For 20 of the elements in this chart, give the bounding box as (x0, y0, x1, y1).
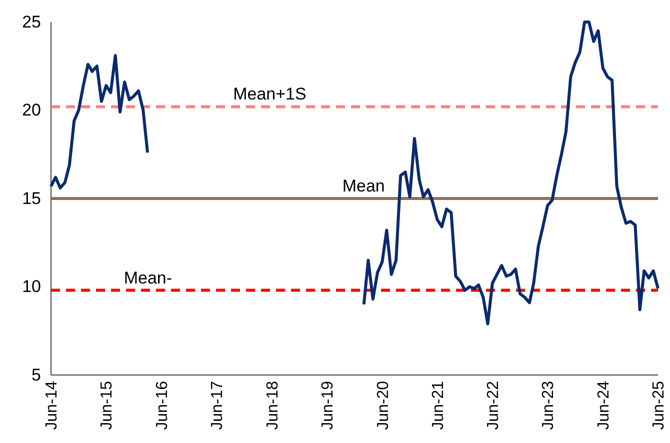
x-tick-label: Jun-17 (209, 380, 226, 430)
x-tick-label: Jun-25 (650, 380, 668, 430)
ref-line-label: Mean- (124, 268, 172, 288)
x-tick-label: Jun-14 (44, 380, 61, 430)
y-tick-label: 15 (22, 188, 41, 208)
x-tick-label: Jun-23 (540, 380, 558, 430)
y-tick-label: 5 (32, 365, 41, 384)
y-tick-label: 10 (22, 277, 41, 296)
x-tick-label: Jun-18 (264, 380, 282, 430)
x-tick-label: Jun-24 (595, 380, 612, 430)
y-tick-label: 25 (22, 12, 41, 32)
ref-line-label: Mean+1S (233, 84, 306, 104)
y-tick-label: 20 (22, 100, 41, 120)
x-tick-label: Jun-15 (98, 380, 116, 430)
x-tick-label: Jun-22 (485, 380, 502, 430)
x-tick-label: Jun-21 (430, 380, 447, 430)
x-tick-label: Jun-19 (319, 380, 336, 430)
x-tick-label: Jun-16 (154, 380, 172, 430)
ref-line-label: Mean (342, 176, 385, 196)
x-tick-label: Jun-20 (374, 380, 392, 430)
